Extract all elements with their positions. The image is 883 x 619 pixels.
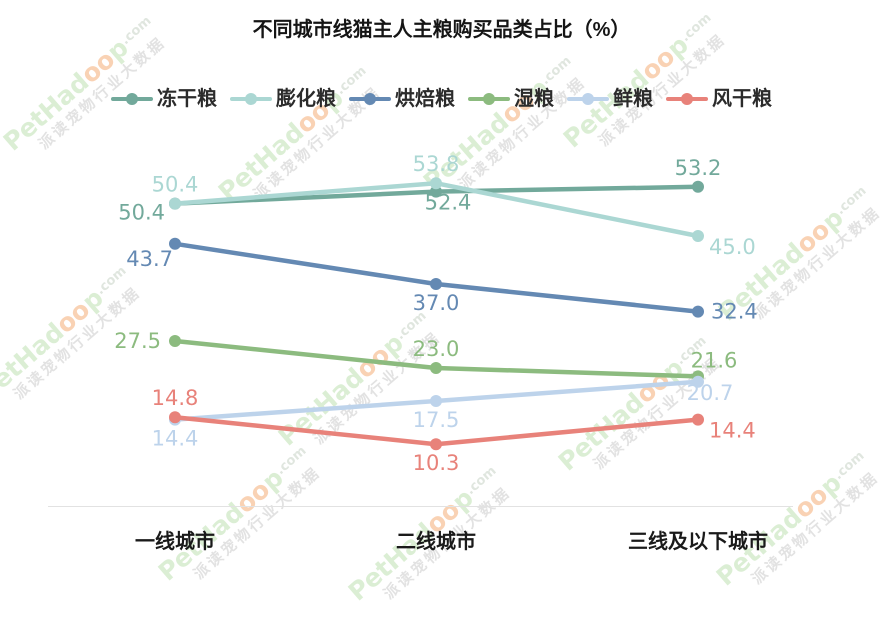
data-point-label: 20.7	[687, 381, 734, 405]
data-point-marker[interactable]	[169, 197, 181, 210]
data-point-marker[interactable]	[692, 230, 704, 242]
data-point-label: 14.4	[709, 419, 756, 443]
data-point-marker[interactable]	[430, 395, 442, 407]
legend-item-label: 烘焙粮	[395, 88, 455, 110]
legend-item-label: 湿粮	[514, 88, 554, 110]
series-marker-icon	[468, 93, 510, 105]
legend: 冻干粮 膨化粮 烘焙粮 湿粮 鲜粮 风干粮	[0, 86, 883, 112]
data-point-label: 53.2	[675, 156, 722, 180]
data-point-marker[interactable]	[430, 185, 442, 198]
legend-item[interactable]: 烘焙粮	[349, 89, 455, 109]
data-point-label: 14.4	[152, 427, 199, 451]
data-point-label: 10.3	[413, 451, 460, 475]
data-point-marker[interactable]	[692, 375, 704, 388]
legend-item-label: 冻干粮	[157, 88, 217, 110]
series-marker-icon	[567, 93, 609, 105]
series-marker-icon	[111, 93, 153, 105]
x-axis-label: 一线城市	[135, 529, 215, 553]
legend-item[interactable]: 湿粮	[468, 89, 554, 109]
legend-item[interactable]: 冻干粮	[111, 89, 217, 109]
data-point-label: 23.0	[413, 337, 460, 361]
series-marker-icon	[666, 93, 708, 105]
data-point-marker[interactable]	[169, 335, 181, 347]
data-point-marker[interactable]	[692, 180, 704, 193]
data-point-marker[interactable]	[430, 438, 442, 451]
legend-item-label: 鲜粮	[613, 88, 653, 110]
data-point-label: 27.5	[114, 329, 161, 353]
data-point-label: 53.8	[413, 152, 460, 176]
legend-item[interactable]: 鲜粮	[567, 89, 653, 109]
data-point-marker[interactable]	[430, 362, 442, 374]
data-point-label: 52.4	[425, 191, 472, 215]
legend-item-label: 风干粮	[712, 88, 772, 110]
page-title: 不同城市线猫主人主粮购买品类占比（%）	[252, 19, 631, 41]
series-marker-icon	[230, 93, 272, 105]
data-point-label: 50.4	[118, 201, 165, 225]
data-point-label: 17.5	[413, 408, 460, 432]
data-point-label: 45.0	[709, 235, 756, 259]
data-point-marker[interactable]	[430, 177, 442, 190]
data-point-label: 32.4	[711, 300, 758, 324]
data-point-label: 50.4	[152, 173, 199, 197]
legend-item-label: 膨化粮	[276, 88, 336, 110]
data-point-label: 21.6	[691, 348, 738, 372]
data-point-marker[interactable]	[430, 278, 442, 290]
data-point-label: 37.0	[413, 291, 460, 315]
x-axis-label: 二线城市	[396, 529, 476, 553]
data-point-marker[interactable]	[692, 413, 704, 426]
data-point-label: 43.7	[126, 247, 173, 271]
data-point-marker[interactable]	[169, 411, 181, 424]
series-marker-icon	[349, 93, 391, 105]
x-axis-label: 三线及以下城市	[628, 529, 768, 553]
data-point-marker[interactable]	[692, 305, 704, 318]
chart-canvas[interactable]: 50.4 52.4 53.2 50.4 53.8 45.0 43.7 37.0 32.4 27.5…	[0, 0, 883, 577]
legend-item[interactable]: 风干粮	[666, 89, 772, 109]
legend-item[interactable]: 膨化粮	[230, 89, 336, 109]
data-point-label: 14.8	[152, 386, 199, 410]
data-point-marker[interactable]	[169, 237, 181, 250]
